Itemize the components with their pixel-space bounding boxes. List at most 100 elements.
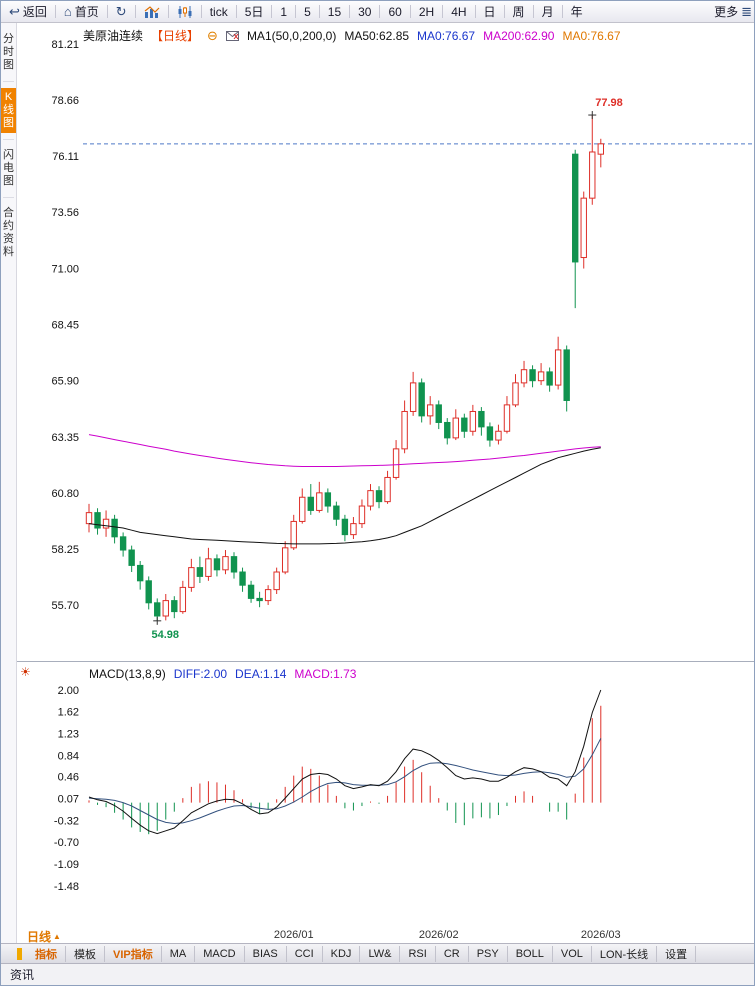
candle-body <box>589 151 596 199</box>
candle-body <box>418 382 425 417</box>
tab-BOLL[interactable]: BOLL <box>508 946 553 962</box>
period-button-60[interactable]: 60 <box>388 4 402 19</box>
candle-body <box>384 476 391 503</box>
tab-KDJ[interactable]: KDJ <box>323 946 361 962</box>
period-button-30[interactable]: 30 <box>358 4 372 19</box>
bar-chart-button[interactable] <box>136 1 168 22</box>
more-label: 更多 <box>714 5 739 19</box>
candle-body <box>247 584 255 599</box>
period-button-4H[interactable]: 4H <box>451 4 467 19</box>
period-tag: 【日线】 <box>151 29 200 43</box>
candle-body <box>281 547 289 573</box>
kline-panel: 81.21 78.66 76.11 73.56 71.00 68.45 65.90 63.35… <box>17 23 754 661</box>
toolbar: ↩ 返回 ⌂ 首页 ↻ <box>1 1 754 23</box>
macd-axis-label: 1.62 <box>58 706 79 718</box>
tab-CCI[interactable]: CCI <box>287 946 323 962</box>
candle-chart-button[interactable] <box>169 1 201 22</box>
toolbar-separator <box>442 5 444 18</box>
candle-body <box>333 505 340 520</box>
chart-area: 81.21 78.66 76.11 73.56 71.00 68.45 65.90 63.35… <box>17 23 754 945</box>
candle-body <box>444 421 451 439</box>
rail-item-闪电图[interactable]: 闪电图 <box>3 149 14 187</box>
rail-divider <box>3 81 14 82</box>
candle-body <box>154 602 161 617</box>
tab-CR[interactable]: CR <box>436 946 469 962</box>
candle-body <box>145 580 152 604</box>
candle-body <box>367 490 374 507</box>
period-button-15[interactable]: 15 <box>327 4 342 19</box>
period-button-5[interactable]: 5 <box>304 4 311 19</box>
candle-body <box>205 558 212 577</box>
toolbar-separator <box>54 5 56 18</box>
x-axis-label: 2026/01 <box>273 929 314 941</box>
kline-chart[interactable]: 81.21 78.66 76.11 73.56 71.00 68.45 65.90 63.35… <box>17 23 754 661</box>
tab-设置[interactable]: 设置 <box>657 946 697 962</box>
candle-body <box>554 349 562 386</box>
candle-body <box>546 371 553 386</box>
macd-definition: MACD(13,8,9) <box>89 667 166 681</box>
toolbar-separator <box>271 5 273 18</box>
tab-VIP指标[interactable]: VIP指标 <box>105 946 162 962</box>
period-button-年[interactable]: 年 <box>570 5 583 19</box>
period-button-tick[interactable]: tick <box>209 4 228 19</box>
more-button[interactable]: 更多 ≣ <box>706 1 754 22</box>
price-axis-label: 78.66 <box>51 95 79 107</box>
collapse-icon[interactable]: ⊖ <box>207 28 218 43</box>
indicator-tabbar: 指标 模板 VIP指标 MA MACD BIAS CCI KDJ LW& RSI CR PSY BOLL… <box>1 943 754 963</box>
period-button-2H[interactable]: 2H <box>418 4 435 19</box>
indicator-settings-icon[interactable]: ☀ <box>20 665 31 679</box>
macd-legend: MACD(13,8,9) DIFF:2.00 DEA:1.14 MACD:1.7… <box>89 667 356 681</box>
tab-MA[interactable]: MA <box>162 946 196 962</box>
low-price-label: 54.98 <box>151 629 179 641</box>
candle-body <box>427 404 434 417</box>
back-button[interactable]: ↩ 返回 <box>1 1 55 22</box>
menu-icon: ≣ <box>741 4 752 19</box>
period-dropdown[interactable]: 日线 ▲ <box>27 928 61 945</box>
macd-chart[interactable]: 2.00 1.62 1.23 0.84 0.46 0.07 -0.32 -0.70 -1.09 -… <box>17 662 754 928</box>
candle-body <box>435 404 442 423</box>
candle-body <box>239 571 246 586</box>
macd-axis-label: -1.09 <box>54 859 79 871</box>
tab-PSY[interactable]: PSY <box>469 946 508 962</box>
toolbar-separator <box>106 5 108 18</box>
tab-BIAS[interactable]: BIAS <box>245 946 287 962</box>
price-axis-label: 58.25 <box>51 544 79 556</box>
tab-指标[interactable]: 指标 <box>27 946 66 962</box>
candle-body <box>529 369 536 382</box>
rail-item-合约资料[interactable]: 合约资料 <box>3 207 14 258</box>
message-icon[interactable] <box>225 30 239 41</box>
period-button-日[interactable]: 日 <box>483 5 496 19</box>
candle-body <box>375 490 383 503</box>
rail-item-分时图[interactable]: 分时图 <box>3 33 14 71</box>
period-button-5日[interactable]: 5日 <box>244 5 264 19</box>
diff-line <box>88 689 602 835</box>
period-button-周[interactable]: 周 <box>512 5 525 19</box>
home-button[interactable]: ⌂ 首页 <box>56 1 107 22</box>
candle-body <box>409 382 417 412</box>
home-icon: ⌂ <box>63 4 72 19</box>
toolbar-separator <box>318 5 320 18</box>
candle-body <box>358 505 366 525</box>
period-button-1[interactable]: 1 <box>280 4 288 19</box>
tab-MACD[interactable]: MACD <box>195 946 245 962</box>
diff-value: DIFF:2.00 <box>173 667 228 681</box>
candle-body <box>136 564 144 582</box>
candle-body <box>111 518 118 538</box>
candle-body <box>572 153 579 263</box>
tab-LON-长线[interactable]: LON-长线 <box>592 946 658 962</box>
refresh-button[interactable]: ↻ <box>108 1 135 22</box>
toolbar-separator <box>349 5 351 18</box>
period-dropdown-label: 日线 <box>27 930 52 944</box>
ma50-value: MA50:62.85 <box>344 28 410 43</box>
candle-body <box>85 512 93 525</box>
tab-LW&[interactable]: LW& <box>360 946 401 962</box>
tab-VOL[interactable]: VOL <box>553 946 592 962</box>
candle-body <box>171 600 178 613</box>
ma0-value-orange: MA0:76.67 <box>562 28 621 43</box>
toolbar-separator <box>503 5 505 18</box>
tab-RSI[interactable]: RSI <box>400 946 436 962</box>
tab-模板[interactable]: 模板 <box>66 946 105 962</box>
period-button-月[interactable]: 月 <box>541 5 554 19</box>
